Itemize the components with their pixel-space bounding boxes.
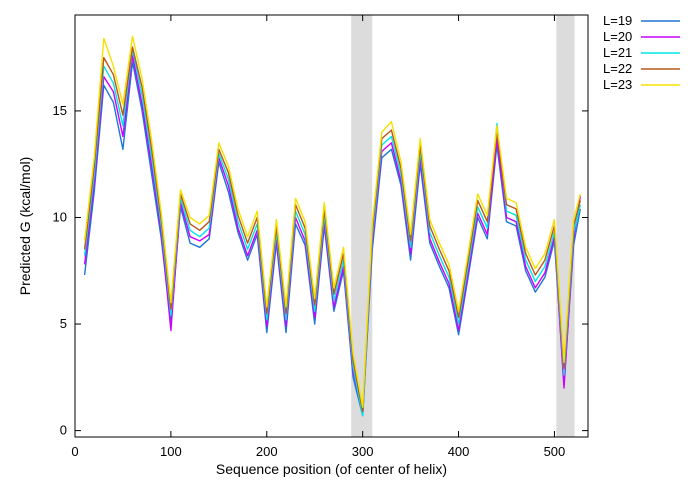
series-line-4 (83, 46, 581, 413)
x-tick-label: 300 (352, 444, 374, 459)
x-tick-label: 400 (448, 444, 470, 459)
plot-frame (74, 14, 589, 438)
x-axis-label: Sequence position (of center of helix) (216, 461, 447, 477)
legend-label-4: L=22 (603, 61, 632, 76)
legend-label-1: L=19 (603, 13, 632, 28)
legend: L=19L=20L=21L=22L=23 (603, 13, 680, 92)
x-tick-label: 0 (71, 444, 78, 459)
x-tick-label: 100 (160, 444, 182, 459)
series-line-5 (83, 35, 581, 408)
y-axis-label: Predicted G (kcal/mol) (17, 157, 33, 295)
legend-label-2: L=20 (603, 29, 632, 44)
x-tick-label: 200 (256, 444, 278, 459)
legend-label-5: L=23 (603, 77, 632, 92)
axis-ticks: 0 100 200 300 400 500 0 5 10 15 (53, 15, 588, 459)
series-line-3 (83, 48, 581, 417)
legend-label-3: L=21 (603, 45, 632, 60)
y-tick-label: 10 (53, 209, 67, 224)
series-lines (83, 35, 581, 417)
series-line-2 (83, 54, 581, 415)
y-tick-label: 5 (60, 316, 67, 331)
y-tick-label: 0 (60, 423, 67, 438)
y-tick-label: 15 (53, 103, 67, 118)
series-line-1 (83, 61, 581, 417)
x-tick-label: 500 (544, 444, 566, 459)
shaded-regions (351, 15, 575, 437)
